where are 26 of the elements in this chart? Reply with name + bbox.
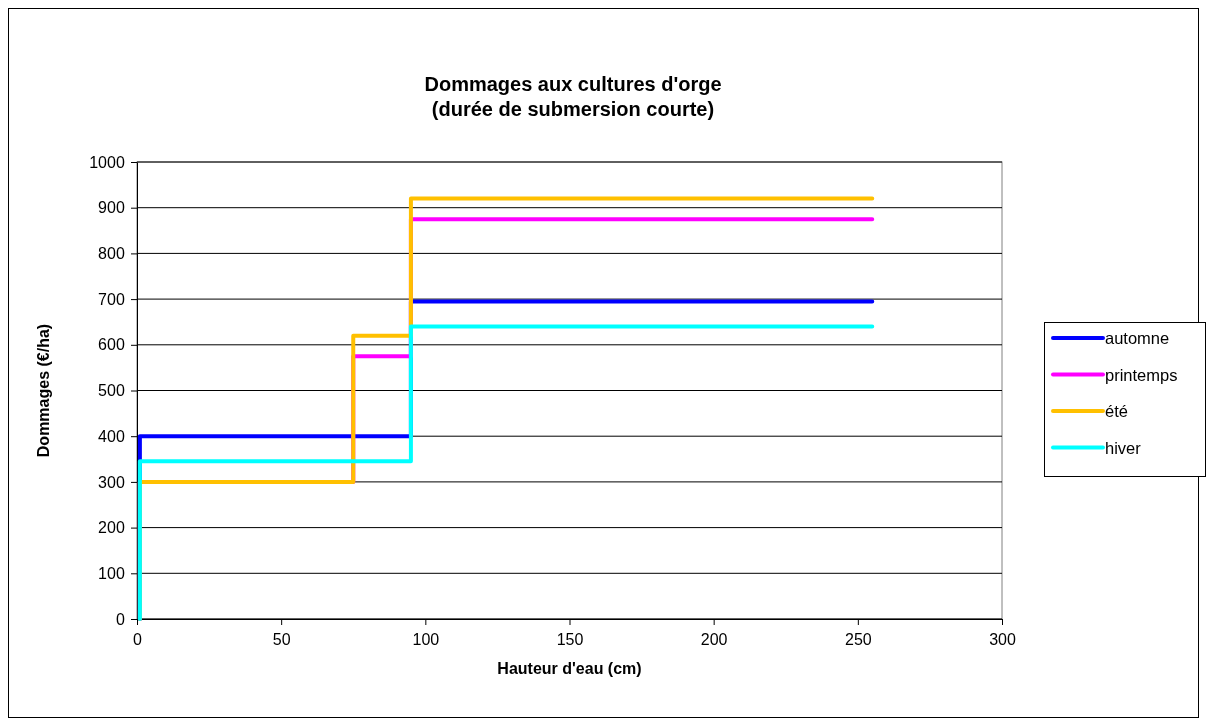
y-tick-label: 800 xyxy=(98,245,125,263)
y-tick-label: 0 xyxy=(115,610,125,628)
x-axis-title: Hauteur d'eau (cm) xyxy=(497,660,642,677)
y-tick-label: 900 xyxy=(98,199,125,217)
y-tick-label: 700 xyxy=(98,290,125,308)
legend-label: printemps xyxy=(1105,365,1178,384)
x-tick-label: 0 xyxy=(133,630,143,648)
legend-label: automne xyxy=(1105,329,1170,347)
y-tick-label: 400 xyxy=(98,427,125,445)
y-axis-title: Dommages (€/ha) xyxy=(35,323,52,458)
y-tick-label: 600 xyxy=(98,336,125,354)
y-tick-label: 100 xyxy=(98,564,125,582)
legend-label: hiver xyxy=(1105,438,1142,457)
y-tick-label: 1000 xyxy=(89,153,125,171)
y-tick-label: 300 xyxy=(98,473,125,491)
x-tick-label: 100 xyxy=(412,630,440,648)
x-tick-label: 50 xyxy=(272,630,291,648)
x-tick-label: 300 xyxy=(989,630,1016,648)
chart-title: Dommages aux cultures d'orge xyxy=(424,73,722,95)
x-tick-label: 200 xyxy=(700,630,728,648)
y-tick-label: 500 xyxy=(98,382,125,400)
y-tick-label: 200 xyxy=(98,519,125,537)
legend-label: été xyxy=(1105,402,1128,420)
x-tick-label: 250 xyxy=(844,630,872,648)
x-tick-label: 150 xyxy=(556,630,584,648)
chart-subtitle: (durée de submersion courte) xyxy=(431,98,715,120)
